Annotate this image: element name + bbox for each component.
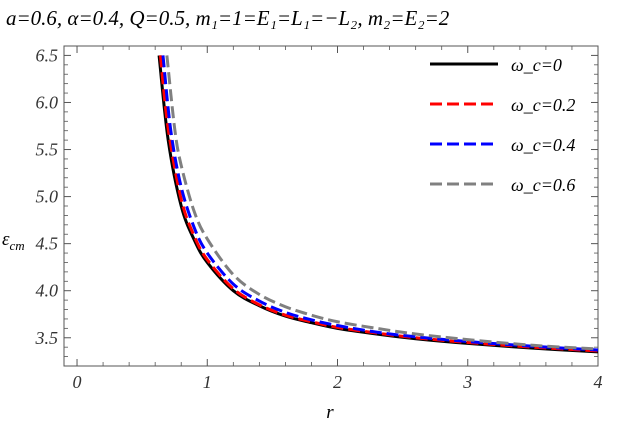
chart-title: a=0.6, α=0.4, Q=0.5, m₁=1=E₁=L₁=−L₂, m₂=…: [6, 6, 450, 30]
series-line-2: [161, 55, 598, 352]
x-tick-label: 3: [462, 372, 472, 392]
legend-item: ω_c=0.2: [430, 95, 575, 115]
x-tick-label: 1: [203, 372, 212, 392]
y-tick-label: 6.0: [36, 92, 59, 112]
legend-label: ω_c=0.6: [511, 175, 575, 195]
x-tick-label: 4: [594, 372, 603, 392]
y-tick-label: 3.5: [35, 328, 59, 348]
legend-item: ω_c=0.6: [430, 175, 575, 195]
x-tick-label: 2: [333, 372, 342, 392]
plot-frame: [63, 45, 599, 367]
y-tick-label: 6.5: [36, 45, 59, 65]
legend-item: ω_c=0.4: [430, 135, 575, 155]
y-tick-label: 5.5: [36, 140, 59, 160]
y-tick-label: 4.0: [36, 281, 59, 301]
y-tick-label: 4.5: [36, 234, 59, 254]
y-axis-label: εcm: [2, 229, 25, 253]
series-line-3: [165, 55, 598, 351]
legend: ω_c=0 ω_c=0.2 ω_c=0.4 ω_c=0.6: [430, 55, 575, 195]
plot-area: 0 1 2 3 4 3.5 4.0 4.5 5.0 5.5 6.0 6.5: [35, 45, 603, 392]
x-tick-label: 0: [73, 372, 82, 392]
x-axis-label: r: [326, 402, 334, 423]
legend-label: ω_c=0.4: [511, 135, 575, 155]
legend-label: ω_c=0: [511, 55, 562, 75]
legend-item: ω_c=0: [430, 55, 562, 75]
y-tick-label: 5.0: [36, 187, 59, 207]
legend-label: ω_c=0.2: [511, 95, 575, 115]
